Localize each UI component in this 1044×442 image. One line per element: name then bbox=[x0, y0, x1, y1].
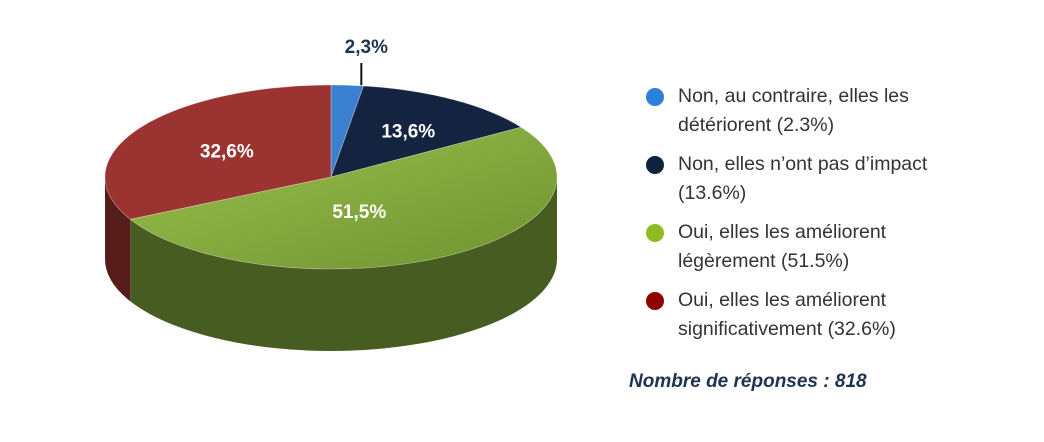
pie-chart: 2,3% 13,6% 51,5% 32,6% bbox=[104, 37, 558, 351]
legend-marker-slightly-improve bbox=[646, 224, 664, 242]
pie-slice-slightly-improve bbox=[129, 126, 558, 270]
data-label-slightly-improve: 51,5% bbox=[332, 202, 386, 223]
data-label-deteriorate: 2,3% bbox=[345, 37, 388, 58]
pie-sides bbox=[105, 177, 557, 351]
pie-slice-no-impact bbox=[330, 85, 523, 178]
legend-item-deteriorate: Non, au contraire, elles les détériorent… bbox=[644, 82, 974, 140]
legend-label-slightly-improve: Oui, elles les améliorent légèrement (51… bbox=[678, 221, 887, 272]
pie-side-slightly-improve bbox=[130, 177, 557, 351]
legend-item-no-impact: Non, elles n’ont pas d’impact (13.6%) bbox=[644, 150, 974, 208]
legend-label-significantly-improve: Oui, elles les améliorent significativem… bbox=[678, 289, 896, 340]
pie-side-significantly-improve bbox=[105, 177, 131, 302]
pie-slice-significantly-improve bbox=[104, 84, 332, 220]
pie-slice-deteriorate bbox=[330, 84, 365, 178]
pie-tops bbox=[104, 84, 558, 270]
legend-label-no-impact: Non, elles n’ont pas d’impact (13.6%) bbox=[678, 153, 928, 204]
legend-item-significantly-improve: Oui, elles les améliorent significativem… bbox=[644, 286, 974, 344]
data-label-no-impact: 13,6% bbox=[381, 121, 435, 142]
legend-marker-significantly-improve bbox=[646, 292, 664, 310]
legend-label-deteriorate: Non, au contraire, elles les détériorent… bbox=[678, 85, 909, 136]
data-label-significantly-improve: 32,6% bbox=[200, 142, 254, 163]
legend-item-slightly-improve: Oui, elles les améliorent légèrement (51… bbox=[644, 218, 974, 276]
legend: Non, au contraire, elles les détériorent… bbox=[644, 82, 974, 354]
pie-labels: 2,3% 13,6% 51,5% 32,6% bbox=[200, 37, 435, 223]
legend-marker-no-impact bbox=[646, 156, 664, 174]
legend-marker-deteriorate bbox=[646, 88, 664, 106]
response-count: Nombre de réponses : 818 bbox=[629, 371, 867, 392]
